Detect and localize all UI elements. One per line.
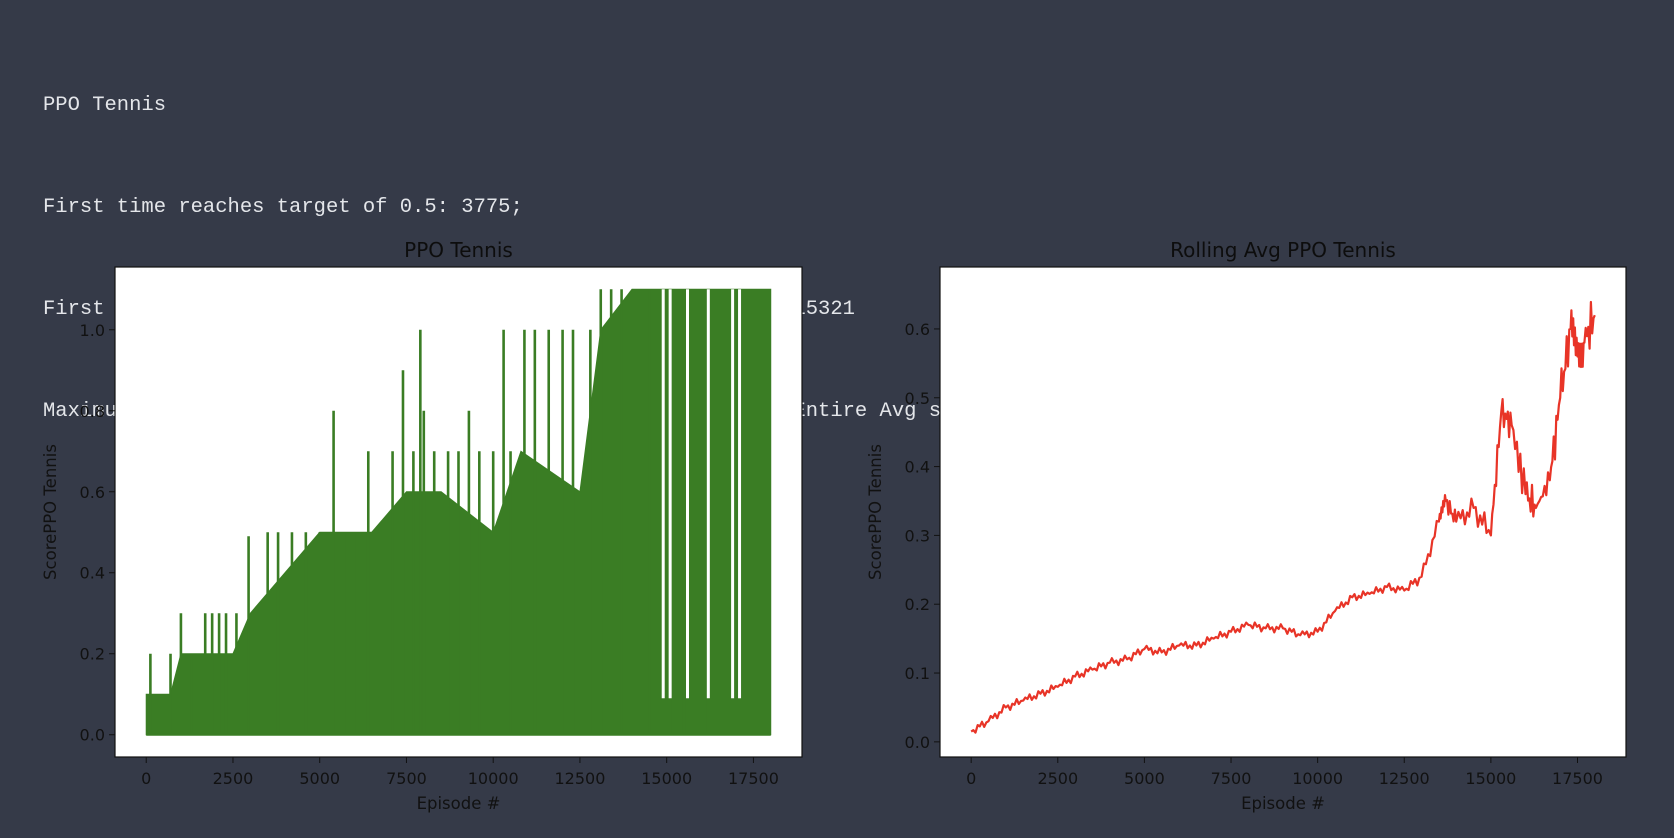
- y-tick-label: 0.8: [80, 402, 105, 421]
- x-tick-label: 5000: [1124, 769, 1165, 788]
- chart-2: 0 2500 5000 7500 10000 12500 15000 17500 0.0 0.1 0…: [866, 238, 1627, 813]
- x-tick-label: 7500: [1211, 769, 1252, 788]
- y-tick-label: 0.0: [905, 733, 930, 752]
- x-tick-label: 0: [966, 769, 976, 788]
- y-tick-label: 1.0: [80, 321, 105, 340]
- plot-frame: [114, 266, 803, 758]
- x-tick-label: 15000: [1465, 769, 1516, 788]
- output-line-first-target: First time reaches target of 0.5: 3775;: [43, 196, 523, 219]
- x-tick-label: 17500: [1552, 769, 1603, 788]
- x-tick-label: 2500: [213, 769, 254, 788]
- chart-title: Rolling Avg PPO Tennis: [1170, 238, 1396, 262]
- y-tick-label: 0.3: [905, 526, 930, 545]
- x-tick-label: 7500: [386, 769, 427, 788]
- x-tick-label: 5000: [299, 769, 340, 788]
- y-tick-label: 0.4: [905, 458, 930, 477]
- y-tick-label: 0.0: [80, 726, 105, 745]
- x-tick-label: 12500: [554, 769, 605, 788]
- y-axis-label: ScorePPO Tennis: [41, 444, 60, 580]
- x-tick-label: 15000: [641, 769, 692, 788]
- plot-frame: [939, 266, 1627, 758]
- y-tick-label: 0.5: [905, 389, 930, 408]
- x-tick-label: 0: [141, 769, 151, 788]
- x-tick-label: 10000: [1292, 769, 1343, 788]
- chart-title: PPO Tennis: [404, 238, 513, 262]
- y-tick-label: 0.1: [905, 664, 930, 683]
- x-tick-label: 12500: [1379, 769, 1430, 788]
- x-tick-label: 17500: [728, 769, 779, 788]
- x-axis-label: Episode #: [417, 794, 501, 813]
- x-tick-label: 2500: [1037, 769, 1078, 788]
- y-axis-label: ScorePPO Tennis: [866, 444, 885, 580]
- y-tick-label: 0.2: [80, 645, 105, 664]
- y-tick-label: 0.6: [80, 483, 105, 502]
- x-tick-label: 10000: [468, 769, 519, 788]
- plot-area: [940, 267, 1626, 757]
- y-tick-label: 0.4: [80, 564, 105, 583]
- rolling-avg-line: [970, 300, 1596, 734]
- y-tick-label: 0.2: [905, 595, 930, 614]
- y-tick-label: 0.6: [905, 320, 930, 339]
- output-line-title: PPO Tennis: [43, 94, 167, 117]
- chart-1: 0 2500 5000 7500 10000 12500 15000 17500 0.0 0.2 0…: [41, 238, 803, 813]
- x-axis-label: Episode #: [1241, 794, 1325, 813]
